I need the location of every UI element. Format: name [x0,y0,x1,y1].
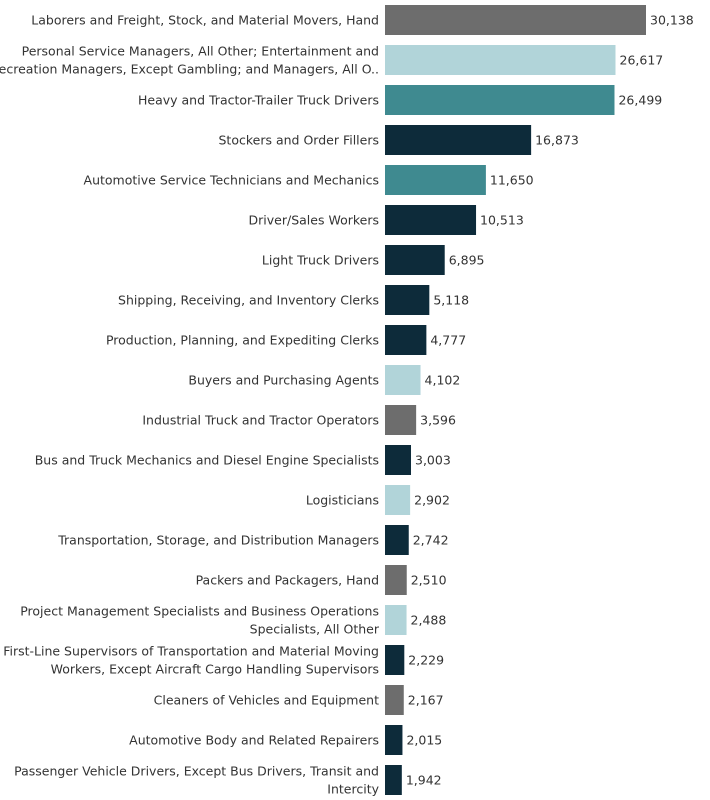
category-label: Buyers and Purchasing Agents [188,373,379,388]
category-label: Heavy and Tractor-Trailer Truck Drivers [138,93,379,108]
value-label: 2,488 [411,613,447,628]
bar [385,565,407,595]
value-label: 11,650 [490,173,534,188]
value-label: 30,138 [650,13,694,28]
bar [385,245,445,275]
value-label: 2,510 [411,573,447,588]
bar [385,485,411,515]
bar [385,765,402,795]
category-label: Workers, Except Aircraft Cargo Handling … [51,662,379,677]
value-label: 2,229 [408,653,444,668]
category-label: Logisticians [306,493,379,508]
value-label: 2,902 [414,493,450,508]
category-label: Industrial Truck and Tractor Operators [142,413,379,428]
bar [385,525,409,555]
bar [385,165,486,195]
bar [385,285,430,315]
bar [385,365,421,395]
value-label: 2,742 [413,533,449,548]
bar [385,645,405,675]
bar [385,45,616,75]
category-label: Driver/Sales Workers [249,213,379,228]
bars [385,5,646,795]
value-label: 6,895 [449,253,485,268]
value-label: 2,015 [406,733,442,748]
bar [385,405,417,435]
category-label: Stockers and Order Fillers [219,133,380,148]
value-label: 4,777 [430,333,466,348]
category-label: Project Management Specialists and Busin… [20,604,379,619]
bar [385,325,427,355]
value-label: 3,003 [415,453,451,468]
bar [385,685,404,715]
bar [385,85,615,115]
category-label: Recreation Managers, Except Gambling; an… [0,62,379,77]
category-label: Specialists, All Other [250,622,380,637]
category-label: Packers and Packagers, Hand [196,573,379,588]
bar [385,5,646,35]
category-label: Shipping, Receiving, and Inventory Clerk… [118,293,379,308]
bar [385,605,407,635]
category-label: Production, Planning, and Expediting Cle… [106,333,379,348]
bar [385,725,403,755]
bar [385,205,477,235]
category-label: Passenger Vehicle Drivers, Except Bus Dr… [14,764,379,779]
bar [385,445,412,475]
value-label: 26,617 [620,53,664,68]
category-label: First-Line Supervisors of Transportation… [3,644,379,659]
category-label: Cleaners of Vehicles and Equipment [154,693,379,708]
category-label: Light Truck Drivers [262,253,379,268]
category-label: Automotive Body and Related Repairers [129,733,379,748]
value-label: 10,513 [480,213,524,228]
category-label: Personal Service Managers, All Other; En… [22,44,379,59]
category-label: Laborers and Freight, Stock, and Materia… [31,13,379,28]
value-label: 16,873 [535,133,579,148]
category-label: Bus and Truck Mechanics and Diesel Engin… [35,453,379,468]
value-label: 2,167 [408,693,444,708]
value-label: 5,118 [433,293,469,308]
category-label: Transportation, Storage, and Distributio… [57,533,379,548]
category-label: Intercity [327,782,379,797]
category-labels: Laborers and Freight, Stock, and Materia… [0,13,380,797]
value-label: 4,102 [425,373,461,388]
value-labels: 30,138 26,617 26,499 16,873 11,650 10,513 6,89… [406,13,694,788]
value-label: 26,499 [618,93,662,108]
value-label: 1,942 [406,773,442,788]
category-label: Automotive Service Technicians and Mecha… [84,173,379,188]
bar [385,125,532,155]
value-label: 3,596 [420,413,456,428]
